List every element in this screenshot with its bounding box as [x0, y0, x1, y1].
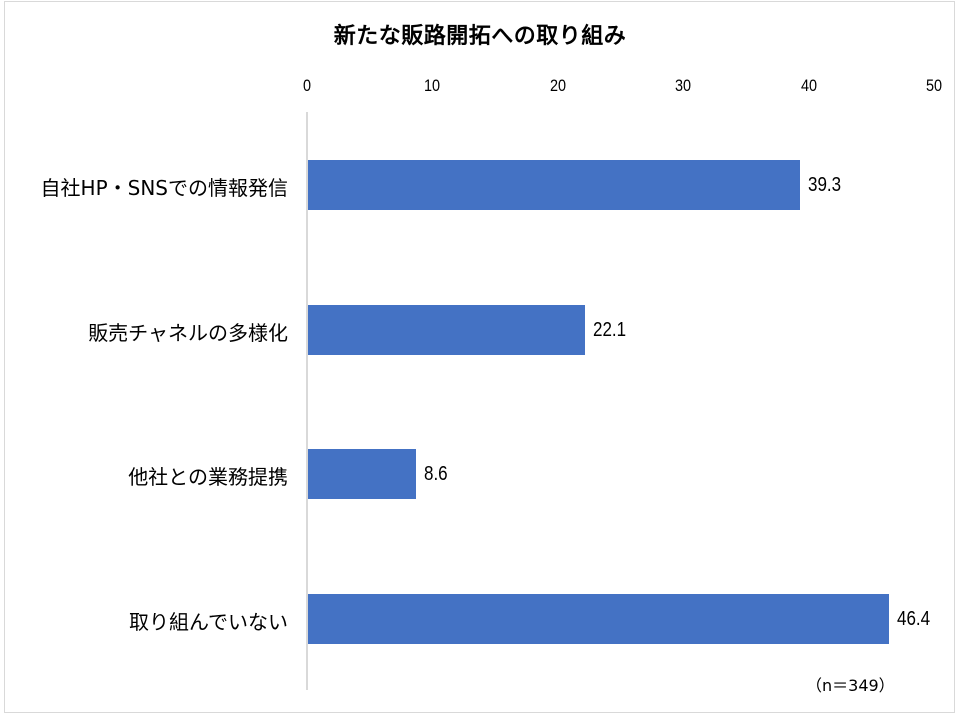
x-tick: 20 [549, 76, 567, 95]
x-tick: 0 [302, 76, 312, 95]
category-label: 自社HP・SNSでの情報発信 [40, 176, 288, 200]
sample-size-note: （n＝349） [806, 676, 895, 695]
data-label: 46.4 [896, 608, 931, 630]
x-tick: 40 [800, 76, 818, 95]
bar [308, 449, 416, 499]
category-label: 取り組んでいない [129, 610, 288, 634]
category-label: 他社との業務提携 [128, 465, 288, 489]
category-axis-line [306, 112, 308, 690]
data-label: 8.6 [423, 463, 448, 485]
x-tick: 50 [925, 76, 943, 95]
x-tick: 30 [674, 76, 692, 95]
category-label: 販売チャネルの多様化 [88, 321, 288, 345]
bar [308, 305, 585, 355]
chart-title: 新たな販路開拓への取り組み [333, 24, 627, 49]
data-label: 22.1 [592, 319, 626, 341]
bar [308, 160, 801, 210]
data-label: 39.3 [808, 174, 842, 196]
bar [308, 594, 889, 644]
x-tick: 10 [423, 76, 441, 95]
